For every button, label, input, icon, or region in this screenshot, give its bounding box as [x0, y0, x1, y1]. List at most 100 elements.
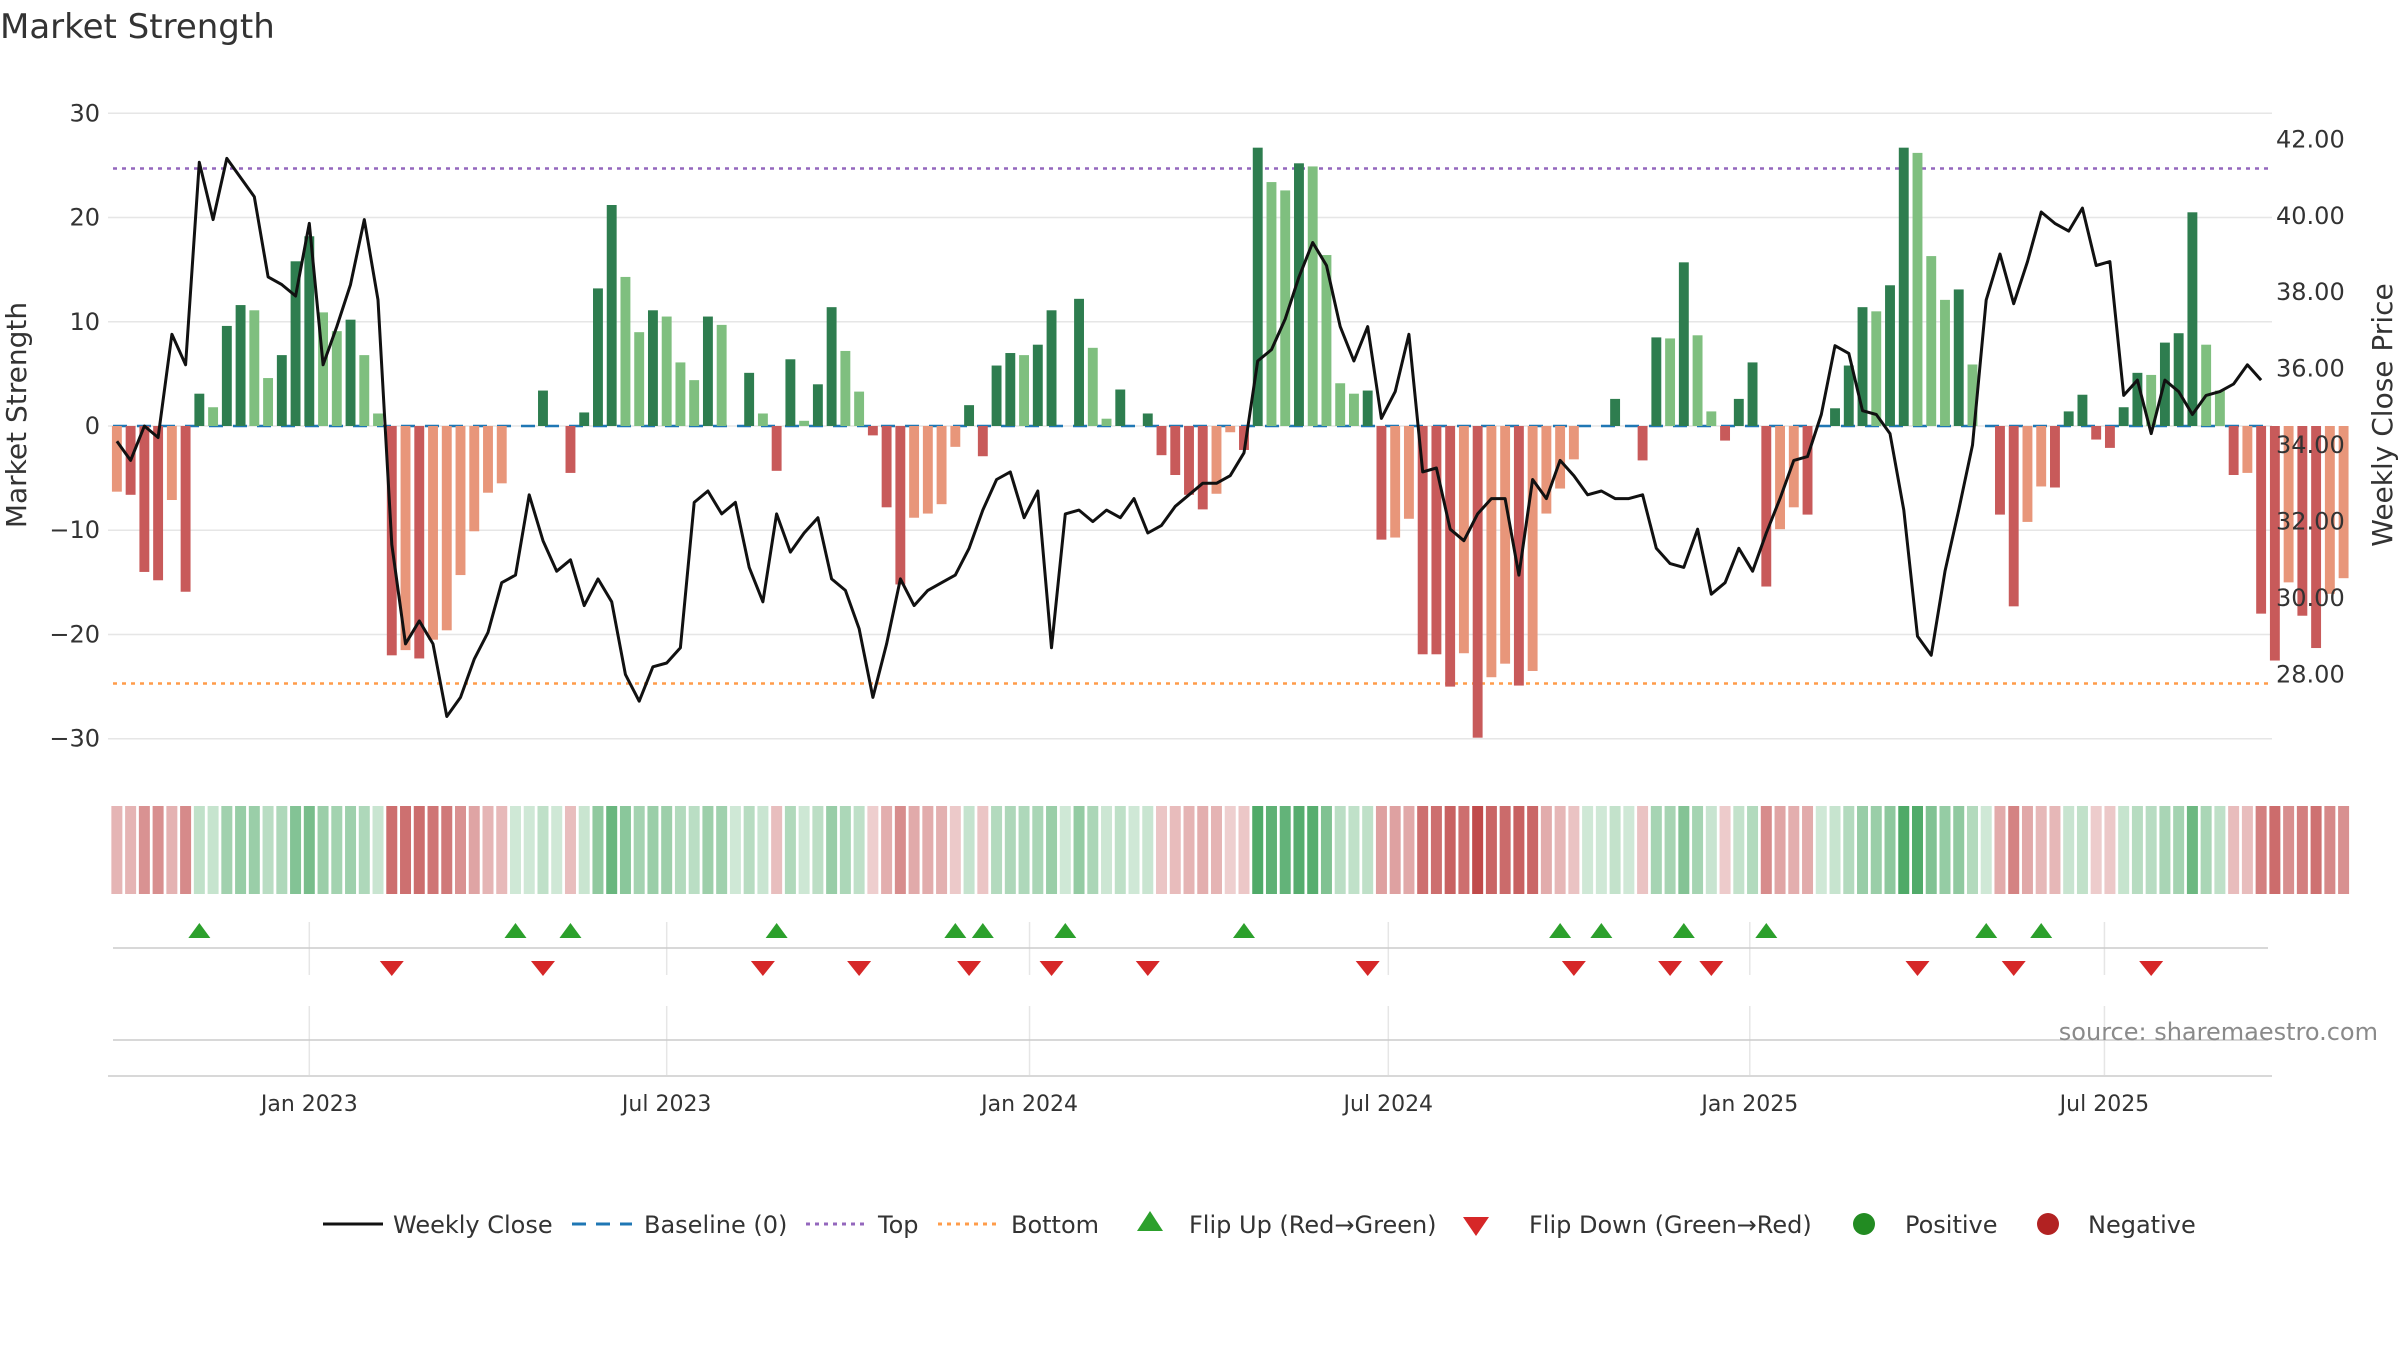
- heat-cell: [276, 806, 288, 894]
- heat-cell: [468, 806, 480, 894]
- heat-cell: [578, 806, 590, 894]
- heat-cell: [1114, 806, 1126, 894]
- strength-bar: [318, 312, 328, 426]
- strength-bar: [977, 426, 988, 457]
- strength-bar: [1953, 289, 1964, 426]
- heat-cell: [221, 806, 233, 894]
- strength-bar: [208, 407, 219, 426]
- heat-cell: [2090, 806, 2102, 894]
- heat-cell: [606, 806, 618, 894]
- flip-up-marker: [1054, 923, 1077, 938]
- strength-bar: [964, 405, 975, 426]
- strength-bar: [895, 426, 906, 585]
- strength-bar: [1555, 426, 1566, 489]
- flip-down-marker: [1561, 961, 1586, 976]
- heat-cell: [647, 806, 659, 894]
- heat-cell: [386, 806, 398, 894]
- heat-cell: [1802, 806, 1814, 894]
- strength-bar: [909, 426, 920, 518]
- flip-down-marker: [957, 961, 982, 976]
- heat-cell: [1870, 806, 1882, 894]
- strength-bar: [1046, 310, 1057, 426]
- heat-cell: [1348, 806, 1360, 894]
- strength-bar: [1417, 426, 1428, 655]
- strength-bar: [1239, 426, 1249, 450]
- strength-bar: [1170, 426, 1181, 475]
- strength-bar: [1390, 426, 1401, 538]
- strength-bar: [359, 355, 370, 426]
- heat-cell: [2008, 806, 2020, 894]
- right-axis: 42.00 40.00 38.00 36.00 34.00 32.00 30.00 28.00: [2276, 125, 2345, 688]
- strength-bar: [2050, 426, 2060, 488]
- strength-bar: [345, 319, 356, 426]
- strength-bar: [689, 380, 700, 426]
- heat-cell: [1307, 806, 1319, 894]
- strength-bar: [950, 426, 961, 447]
- strength-bar: [991, 365, 1002, 426]
- strength-bar: [799, 420, 810, 426]
- strength-bar: [483, 426, 493, 493]
- strength-bar: [881, 426, 892, 508]
- heat-cell: [1527, 806, 1539, 894]
- legend-weekly-close: Weekly Close: [393, 1211, 553, 1239]
- heat-cell: [894, 806, 906, 894]
- strength-bar: [1637, 426, 1648, 461]
- strength-bar: [1019, 355, 1030, 426]
- heat-cell: [166, 806, 178, 894]
- heat-cell: [235, 806, 247, 894]
- heat-cell: [1210, 806, 1222, 894]
- heat-cell: [2159, 806, 2171, 894]
- flip-up-marker: [765, 923, 788, 938]
- heat-cell: [427, 806, 439, 894]
- flip-up-marker: [1549, 923, 1572, 938]
- strength-bar: [579, 412, 590, 426]
- heat-cell: [1925, 806, 1937, 894]
- heat-cell: [867, 806, 879, 894]
- x-tick-label: Jul 2025: [2058, 1092, 2150, 1117]
- legend-top: Top: [877, 1211, 919, 1239]
- strength-bar: [1912, 152, 1923, 427]
- flip-down-marker: [1039, 961, 1064, 976]
- heat-cell: [1994, 806, 2006, 894]
- heat-cell: [1403, 806, 1415, 894]
- strength-bar: [276, 355, 287, 426]
- heat-cell: [936, 806, 948, 894]
- left-axis: 30 20 10 0 −10 −20 −30: [49, 99, 100, 752]
- heat-cell: [1595, 806, 1607, 894]
- heat-cell: [1224, 806, 1236, 894]
- left-tick-label: 0: [85, 412, 100, 440]
- strength-bar: [414, 426, 425, 659]
- strength-bar: [1610, 398, 1621, 426]
- strength-bar: [2187, 212, 2198, 426]
- legend-bottom: Bottom: [1011, 1211, 1099, 1239]
- heat-cell: [1417, 806, 1429, 894]
- heat-cell: [619, 806, 631, 894]
- left-tick-label: −10: [49, 516, 100, 544]
- strength-bar: [290, 261, 301, 426]
- heat-cell: [963, 806, 975, 894]
- strength-bar: [1472, 426, 1483, 738]
- heat-cell: [2021, 806, 2033, 894]
- strength-bar: [2338, 426, 2349, 579]
- heat-cell: [345, 806, 357, 894]
- heat-cell: [2049, 806, 2061, 894]
- strength-bar: [716, 324, 727, 426]
- flip-down-marker: [1658, 961, 1683, 976]
- strength-bar: [1541, 426, 1552, 514]
- source-label: source: sharemaestro.com: [2059, 1018, 2378, 1046]
- heat-cell: [661, 806, 673, 894]
- flip-down-marker: [750, 961, 775, 976]
- heat-cell: [1788, 806, 1800, 894]
- heat-cell: [262, 806, 274, 894]
- flip-up-marker: [1232, 923, 1255, 938]
- heat-cell: [1692, 806, 1704, 894]
- heat-cell: [1815, 806, 1827, 894]
- flip-up-marker: [188, 923, 211, 938]
- heat-cell: [1265, 806, 1277, 894]
- legend-flip-up: Flip Up (Red→Green): [1189, 1211, 1437, 1239]
- heat-cell: [1334, 806, 1346, 894]
- strength-bar: [1005, 353, 1016, 426]
- strength-bar: [496, 426, 507, 484]
- strength-bar: [1197, 426, 1208, 510]
- heat-cell: [771, 806, 783, 894]
